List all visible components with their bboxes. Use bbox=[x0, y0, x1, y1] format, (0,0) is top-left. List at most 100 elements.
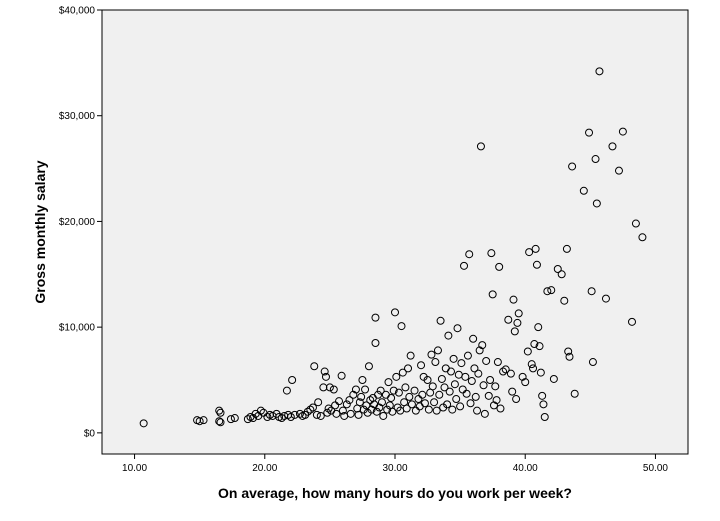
data-point bbox=[355, 398, 364, 407]
data-point bbox=[440, 383, 449, 392]
data-point bbox=[585, 128, 594, 137]
data-point bbox=[310, 362, 319, 371]
data-point bbox=[456, 402, 465, 411]
data-point bbox=[376, 386, 385, 395]
data-point bbox=[316, 411, 325, 420]
data-point bbox=[428, 382, 437, 391]
data-point bbox=[312, 410, 321, 419]
data-point bbox=[332, 409, 341, 418]
data-point bbox=[480, 409, 489, 418]
data-point bbox=[501, 365, 510, 374]
data-point bbox=[536, 368, 545, 377]
data-point bbox=[479, 381, 488, 390]
data-point bbox=[427, 350, 436, 359]
points-layer bbox=[139, 67, 647, 428]
data-point bbox=[391, 308, 399, 317]
data-point bbox=[488, 290, 497, 299]
data-point bbox=[445, 387, 454, 396]
data-point bbox=[470, 364, 479, 373]
data-point bbox=[523, 347, 532, 356]
data-point bbox=[420, 399, 429, 408]
data-point bbox=[437, 374, 446, 383]
data-point bbox=[388, 407, 397, 416]
data-point bbox=[361, 385, 370, 394]
data-point bbox=[565, 352, 574, 361]
data-point bbox=[432, 406, 441, 415]
data-point bbox=[288, 376, 297, 384]
data-point bbox=[371, 339, 380, 347]
data-point bbox=[417, 361, 426, 370]
data-point bbox=[377, 398, 386, 407]
data-point bbox=[243, 415, 252, 424]
data-point bbox=[534, 323, 543, 332]
data-point bbox=[362, 401, 371, 410]
data-point bbox=[579, 186, 588, 195]
data-point bbox=[397, 322, 406, 331]
data-point bbox=[588, 358, 597, 367]
data-point bbox=[549, 374, 558, 383]
data-point bbox=[338, 406, 347, 415]
data-point bbox=[496, 404, 505, 413]
data-point bbox=[337, 371, 346, 380]
data-point bbox=[508, 387, 517, 396]
data-point bbox=[436, 316, 445, 325]
data-point bbox=[463, 351, 472, 360]
data-point bbox=[249, 414, 258, 423]
data-point bbox=[529, 364, 538, 373]
data-point bbox=[568, 162, 577, 171]
data-point bbox=[435, 390, 444, 399]
data-point bbox=[286, 413, 295, 421]
x-axis: 10.00 20.00 30.00 40.00 50.00 bbox=[122, 454, 668, 474]
data-point bbox=[216, 408, 225, 417]
data-point bbox=[506, 369, 515, 378]
y-tick-label: $20,000 bbox=[59, 217, 96, 228]
data-point bbox=[592, 199, 601, 208]
data-point bbox=[401, 383, 410, 392]
data-point bbox=[591, 155, 600, 164]
data-point bbox=[321, 372, 330, 381]
data-point bbox=[230, 414, 239, 423]
data-point bbox=[402, 404, 411, 413]
y-tick-label: $30,000 bbox=[59, 111, 96, 122]
data-point bbox=[532, 260, 541, 269]
data-point bbox=[460, 261, 469, 270]
data-point bbox=[452, 395, 461, 404]
data-point bbox=[487, 249, 496, 258]
data-point bbox=[351, 385, 360, 394]
data-point bbox=[295, 409, 304, 418]
data-point bbox=[358, 376, 367, 384]
data-point bbox=[608, 142, 617, 151]
data-point bbox=[342, 400, 351, 409]
data-point bbox=[499, 367, 508, 376]
data-point bbox=[535, 342, 544, 351]
data-point bbox=[478, 341, 487, 350]
data-point bbox=[453, 324, 462, 333]
data-point bbox=[595, 67, 604, 76]
data-point bbox=[277, 414, 286, 423]
data-point bbox=[345, 396, 354, 405]
data-point bbox=[618, 127, 627, 136]
y-tick-label: $40,000 bbox=[59, 6, 96, 17]
data-point bbox=[473, 406, 482, 415]
data-point bbox=[570, 389, 579, 398]
data-point bbox=[308, 403, 317, 412]
data-point bbox=[256, 406, 265, 415]
data-point bbox=[335, 397, 344, 406]
data-point bbox=[557, 270, 566, 279]
data-point bbox=[263, 413, 272, 421]
data-point bbox=[530, 340, 539, 349]
data-point bbox=[510, 327, 519, 336]
data-point bbox=[562, 244, 571, 253]
data-point bbox=[601, 294, 610, 303]
data-point bbox=[614, 166, 623, 175]
data-point bbox=[423, 376, 432, 384]
data-point bbox=[628, 317, 637, 326]
x-tick-label: 20.00 bbox=[252, 463, 277, 474]
data-point bbox=[195, 417, 204, 426]
data-point bbox=[527, 360, 536, 369]
data-point bbox=[525, 248, 534, 257]
data-point bbox=[392, 372, 401, 381]
data-point bbox=[215, 406, 224, 415]
